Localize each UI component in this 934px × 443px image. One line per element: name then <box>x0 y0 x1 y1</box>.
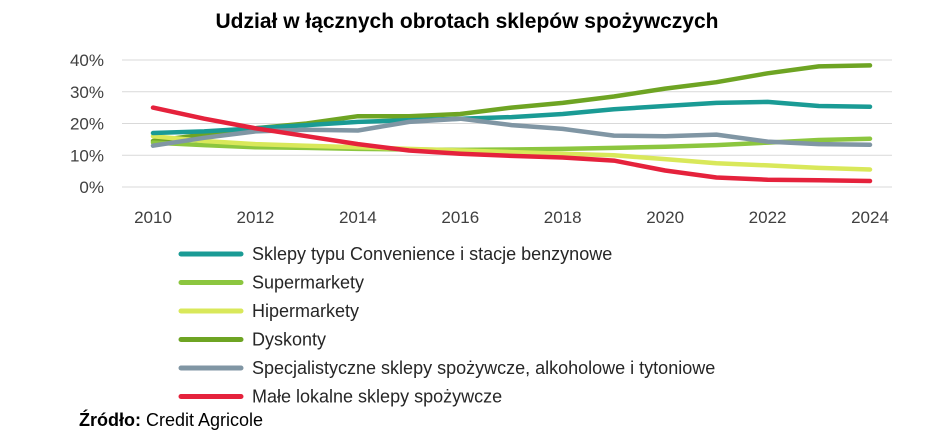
source-text: Credit Agricole <box>146 410 264 430</box>
chart-title: Udział w łącznych obrotach sklepów spoży… <box>215 10 719 33</box>
x-tick-label: 2016 <box>441 208 479 227</box>
series-lines <box>150 63 873 184</box>
y-tick-label: 40% <box>70 51 104 70</box>
y-tick-label: 10% <box>70 146 104 165</box>
series-line <box>150 133 873 172</box>
y-tick-label: 20% <box>70 115 104 134</box>
source-label: Źródło: <box>79 410 141 430</box>
x-tick-label: 2010 <box>134 208 172 227</box>
legend-label: Małe lokalne sklepy spożywcze <box>252 387 502 407</box>
legend-label: Sklepy typu Convenience i stacje benzyno… <box>252 244 612 264</box>
y-tick-label: 30% <box>70 83 104 102</box>
source-note: Źródło: Credit Agricole <box>79 410 263 431</box>
y-axis-ticks: 0% 10% 20% 30% 40% <box>70 51 104 197</box>
x-tick-label: 2012 <box>237 208 275 227</box>
x-tick-label: 2020 <box>646 208 684 227</box>
legend: Sklepy typu Convenience i stacje benzyno… <box>178 244 715 407</box>
x-tick-label: 2024 <box>851 208 889 227</box>
y-tick-label: 0% <box>79 178 104 197</box>
legend-label: Supermarkety <box>252 273 364 293</box>
series-line <box>150 99 873 136</box>
series-line <box>150 105 873 184</box>
x-axis-ticks: 2010 2012 2014 2016 2018 2020 2022 2024 <box>134 208 889 227</box>
legend-label: Hipermarkety <box>252 301 359 321</box>
legend-label: Specjalistyczne sklepy spożywcze, alkoho… <box>252 358 715 378</box>
x-tick-label: 2022 <box>749 208 787 227</box>
series-line <box>150 116 873 148</box>
legend-label: Dyskonty <box>252 330 326 350</box>
x-tick-label: 2014 <box>339 208 377 227</box>
series-line <box>150 136 873 153</box>
x-tick-label: 2018 <box>544 208 582 227</box>
